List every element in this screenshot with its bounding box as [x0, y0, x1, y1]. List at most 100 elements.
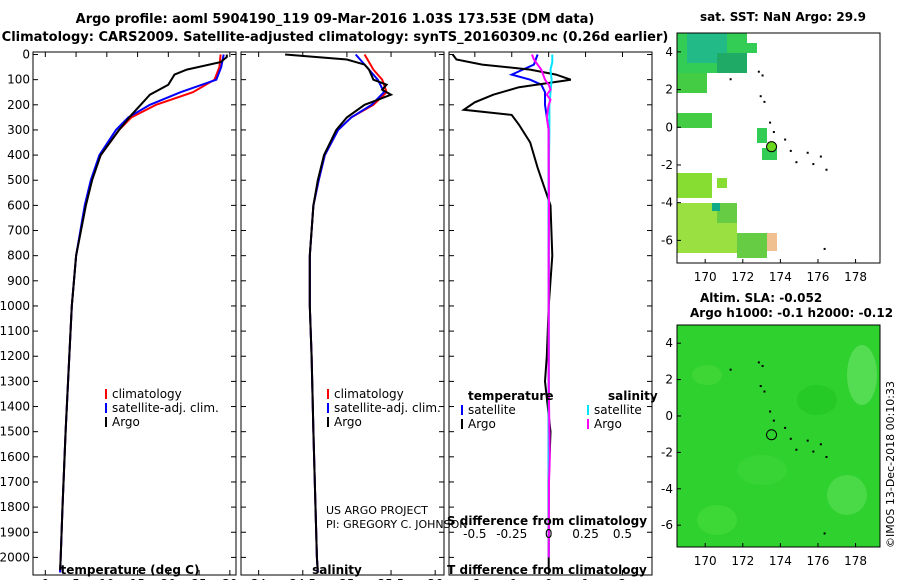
sla-cell	[697, 505, 737, 535]
depth-tick-label: 2000	[0, 550, 30, 564]
depth-tick-label: 100	[7, 73, 30, 87]
legend-temperature-heading: temperature	[468, 389, 553, 403]
depth-tick-label: 700	[7, 224, 30, 238]
island-speck	[789, 149, 792, 152]
sst-cell	[677, 113, 712, 128]
x-tick-label: 0	[545, 577, 553, 580]
map-sla_map	[676, 324, 881, 548]
sst-cell	[747, 43, 757, 53]
x-tick-label: 35	[339, 577, 354, 580]
sst-cell	[677, 173, 712, 198]
series-line-climatology	[308, 53, 388, 573]
island-speck	[795, 448, 798, 451]
t-difference-axis-label: T difference from climatology	[447, 563, 647, 577]
map-x-tick-label: 176	[807, 270, 830, 284]
x-tick-label: 20	[161, 577, 176, 580]
island-speck	[769, 121, 772, 124]
depth-tick-label: 800	[7, 249, 30, 263]
depth-tick-label: 1700	[0, 475, 30, 489]
s-difference-tick-label: -0.5	[463, 527, 486, 541]
s-difference-tick-label: 0.5	[613, 527, 632, 541]
x-tick-label: -1	[506, 577, 518, 580]
legend-salinity-item: satellite	[594, 403, 642, 417]
sst-cell	[677, 73, 707, 93]
legend-temperature-item: satellite	[468, 403, 516, 417]
map-y-tick-label: -4	[661, 196, 673, 210]
island-speck	[772, 131, 775, 134]
map-x-tick-label: 176	[807, 554, 830, 568]
x-tick-label: 35.5	[378, 577, 405, 580]
island-speck	[757, 361, 760, 364]
legend-entry-2: Argo	[112, 415, 140, 429]
series-line-satellite-adj-clim-	[308, 53, 386, 573]
depth-tick-label: 200	[7, 98, 30, 112]
depth-tick-label: 1400	[0, 400, 30, 414]
island-speck	[812, 163, 815, 166]
series-line-s-argo	[531, 54, 552, 558]
sla-map-title-line1: Altim. SLA: -0.052	[700, 291, 823, 305]
island-speck	[784, 138, 787, 141]
x-tick-label: 2	[619, 577, 627, 580]
sla-cell	[692, 365, 722, 385]
credit-project: US ARGO PROJECT	[326, 504, 428, 517]
legend-entry-0: climatology	[334, 387, 404, 401]
island-speck	[759, 385, 762, 388]
map-y-tick-label: 4	[665, 336, 673, 350]
legend-salinity-item: Argo	[594, 417, 622, 431]
sst-map-title: sat. SST: NaN Argo: 29.9	[700, 10, 866, 24]
island-speck	[795, 161, 798, 164]
sst-cell	[712, 203, 720, 211]
island-speck	[729, 368, 732, 371]
depth-tick-label: 1500	[0, 425, 30, 439]
sla-cell	[847, 345, 877, 405]
island-speck	[729, 78, 732, 81]
series-line-t-argo	[451, 53, 572, 570]
series-line-satellite-adj-clim-	[59, 54, 225, 573]
island-speck	[806, 151, 809, 154]
panel-frame-temperature	[32, 51, 237, 576]
island-speck	[761, 365, 764, 368]
s-difference-tick-label: 0	[545, 527, 553, 541]
map-x-tick-label: 170	[694, 554, 717, 568]
island-speck	[761, 74, 764, 77]
credit-pi: PI: GREGORY C. JOHNSON	[326, 518, 468, 531]
x-tick-label: 25	[191, 577, 206, 580]
depth-tick-label: 1800	[0, 500, 30, 514]
island-speck	[806, 439, 809, 442]
island-speck	[769, 410, 772, 413]
sst-cell	[717, 53, 747, 73]
sla-map-title-line2: Argo h1000: -0.1 h2000: -0.12	[690, 306, 894, 320]
temperature-axis-label: temperature (deg C)	[61, 563, 200, 577]
argo-position-marker	[766, 429, 778, 441]
map-y-tick-label: -6	[661, 518, 673, 532]
series-line-climatology	[59, 54, 222, 573]
series-line-argo	[59, 54, 228, 571]
x-tick-label: -2	[469, 577, 481, 580]
island-speck	[819, 443, 822, 446]
sst-cell	[717, 203, 737, 223]
island-speck	[763, 100, 766, 103]
map-y-tick-label: -2	[661, 445, 673, 459]
island-speck	[763, 390, 766, 393]
argo-position-marker	[766, 141, 778, 153]
depth-tick-label: 400	[7, 148, 30, 162]
island-speck	[772, 419, 775, 422]
map-y-tick-label: -6	[661, 233, 673, 247]
panel-frame-difference	[448, 51, 653, 576]
depth-tick-label: 1200	[0, 349, 30, 363]
sla-cell	[737, 455, 787, 485]
island-speck	[823, 247, 826, 250]
island-speck	[825, 456, 828, 459]
depth-tick-label: 900	[7, 274, 30, 288]
map-x-tick-label: 178	[844, 554, 867, 568]
sst-cell	[767, 233, 777, 243]
depth-tick-label: 600	[7, 198, 30, 212]
sst-cell	[717, 178, 727, 188]
chart-title-line2: Climatology: CARS2009. Satellite-adjuste…	[1, 30, 669, 45]
map-sst_map	[676, 32, 881, 264]
depth-tick-label: 1900	[0, 525, 30, 539]
legend-salinity-heading: salinity	[608, 389, 658, 403]
map-x-tick-label: 172	[731, 554, 754, 568]
map-frame	[676, 324, 881, 548]
